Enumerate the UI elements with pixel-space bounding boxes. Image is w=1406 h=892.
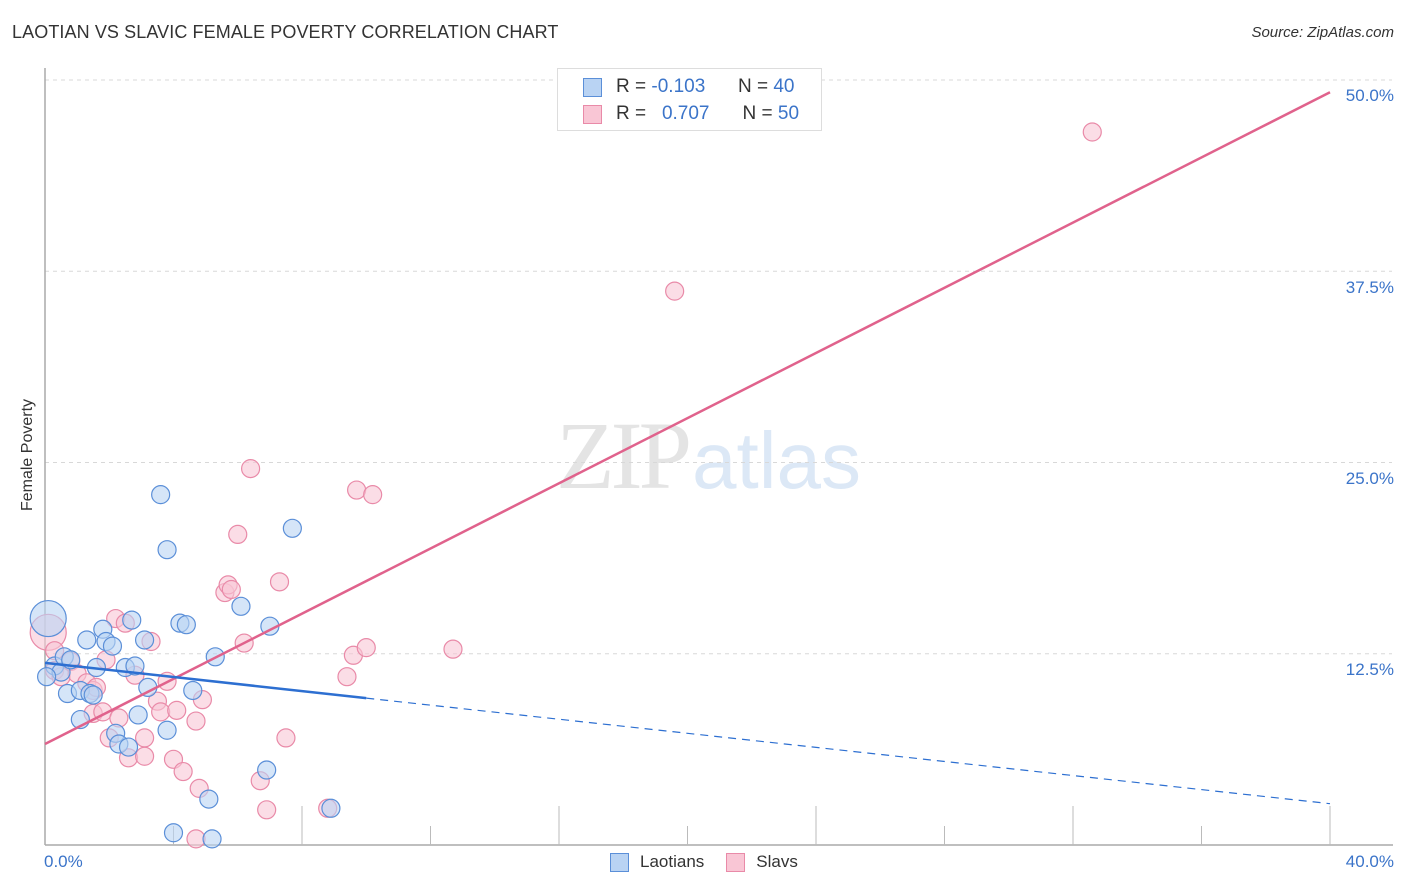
laotians-trend-extrapolation xyxy=(366,697,1331,805)
correlation-legend: R = -0.103 N = 40 R = 0.707 N = 50 xyxy=(557,68,822,131)
data-point xyxy=(128,705,148,725)
r-value: -0.103 xyxy=(651,76,706,97)
x-tick-0: 0.0% xyxy=(44,852,83,871)
data-point xyxy=(77,630,97,650)
data-point xyxy=(202,829,222,849)
data-point xyxy=(29,599,67,638)
legend-row-laotians: R = -0.103 N = 40 xyxy=(583,75,794,99)
slavs-swatch xyxy=(726,852,746,872)
laotians-swatch xyxy=(583,77,602,97)
data-point xyxy=(363,485,383,505)
data-point xyxy=(221,579,241,600)
data-point xyxy=(276,728,296,748)
legend-item-slavs[interactable]: Slavs xyxy=(726,852,798,872)
r-value: 0.707 xyxy=(661,103,710,124)
data-point xyxy=(134,728,155,748)
data-point xyxy=(347,480,367,500)
legend-item-laotians[interactable]: Laotians xyxy=(610,852,704,872)
data-point xyxy=(134,746,155,766)
x-tick-40: 40.0% xyxy=(1345,852,1394,871)
data-point xyxy=(176,615,196,635)
data-point xyxy=(125,656,145,676)
data-point xyxy=(83,685,103,705)
data-point xyxy=(1082,122,1102,142)
data-point xyxy=(183,680,203,701)
data-point xyxy=(321,798,341,818)
legend-label-slavs: Slavs xyxy=(756,852,798,871)
data-point xyxy=(186,829,206,849)
data-point xyxy=(173,761,193,782)
n-label: N = xyxy=(742,103,773,124)
data-point xyxy=(167,700,187,720)
gridlines xyxy=(45,79,1392,655)
data-point xyxy=(337,667,357,687)
data-point xyxy=(269,572,290,592)
source-label: Source: ZipAtlas.com xyxy=(1251,24,1394,41)
legend-row-slavs: R = 0.707 N = 50 xyxy=(583,102,799,126)
slavs-swatch xyxy=(583,104,602,124)
data-point xyxy=(118,737,139,757)
data-point xyxy=(186,711,206,731)
slavs-points xyxy=(29,122,1102,849)
y-tick-12-5: 12.5% xyxy=(1345,660,1394,679)
data-point xyxy=(665,281,685,301)
trend-lines xyxy=(44,91,1331,805)
n-label: N = xyxy=(737,76,769,97)
data-point xyxy=(199,789,219,809)
slavs-trend-line xyxy=(44,91,1331,746)
y-tick-25: 25.0% xyxy=(1345,469,1394,488)
data-point xyxy=(282,518,302,538)
data-point xyxy=(151,702,171,722)
chart-title: LAOTIAN VS SLAVIC FEMALE POVERTY CORRELA… xyxy=(12,22,559,42)
y-axis-label: Female Poverty xyxy=(19,398,36,512)
n-value: 50 xyxy=(777,103,800,124)
data-point xyxy=(122,610,142,630)
data-point xyxy=(257,760,277,780)
data-point xyxy=(443,639,463,659)
data-point xyxy=(102,636,123,656)
data-point xyxy=(257,800,277,820)
data-point xyxy=(157,720,177,740)
axes xyxy=(44,68,1393,846)
data-point xyxy=(157,540,177,560)
data-point xyxy=(228,524,248,545)
y-tick-50: 50.0% xyxy=(1345,86,1394,105)
data-point xyxy=(163,823,184,843)
legend-label-laotians: Laotians xyxy=(640,852,705,871)
laotians-trend-line xyxy=(44,661,367,700)
data-point xyxy=(151,485,171,505)
y-tick-37-5: 37.5% xyxy=(1345,278,1394,297)
series-legend: Laotians Slavs xyxy=(610,852,820,872)
data-point xyxy=(37,667,57,687)
n-value: 40 xyxy=(773,76,795,97)
r-label: R = xyxy=(616,103,647,124)
data-point xyxy=(241,459,261,479)
r-label: R = xyxy=(616,76,647,97)
data-point xyxy=(134,630,155,650)
laotians-swatch xyxy=(610,852,629,872)
data-point xyxy=(356,638,376,658)
data-point xyxy=(231,596,251,616)
